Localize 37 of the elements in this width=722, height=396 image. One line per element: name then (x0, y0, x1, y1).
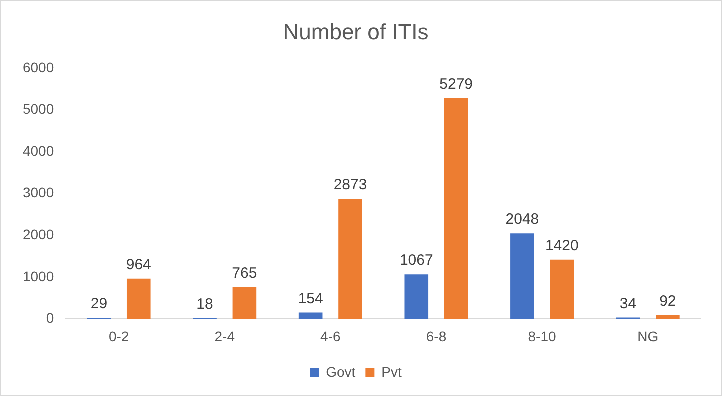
bar (298, 312, 323, 320)
legend-label: Pvt (382, 364, 402, 380)
y-tick-label: 0 (46, 310, 54, 326)
data-label: 1420 (545, 237, 579, 254)
data-label: 1067 (400, 252, 434, 270)
data-label: 29 (90, 296, 108, 313)
data-label: 18 (196, 296, 214, 314)
y-tick-label: 1000 (22, 268, 54, 284)
y-tick-label: 3000 (22, 184, 54, 201)
y-tick-label: 4000 (22, 142, 54, 159)
data-label: 765 (232, 264, 258, 282)
bar (126, 278, 151, 320)
x-tick-label: 0-2 (108, 328, 130, 344)
x-tick-label: 2-4 (214, 328, 236, 344)
y-tick-label: 2000 (22, 226, 54, 242)
bar (550, 260, 574, 320)
data-label: 5279 (440, 76, 474, 94)
y-tick-label: 6000 (22, 59, 54, 76)
data-label: 2873 (334, 176, 368, 194)
bar (338, 199, 362, 320)
data-label: 2048 (506, 211, 540, 228)
x-tick-label: 6-8 (426, 328, 447, 344)
bar (656, 315, 680, 320)
legend-label: Govt (326, 364, 356, 380)
bar (510, 234, 534, 320)
bar (232, 287, 257, 320)
data-label: 34 (620, 295, 637, 312)
x-tick-label: 8-10 (528, 328, 557, 344)
bar (444, 98, 468, 320)
data-label: 154 (298, 290, 324, 308)
data-label: 92 (660, 292, 676, 310)
bar (404, 274, 429, 320)
x-tick-label: NG (638, 328, 659, 344)
chart-title: Number of ITIs (283, 19, 429, 44)
y-tick-label: 5000 (22, 101, 54, 118)
x-tick-label: 4-6 (320, 328, 341, 344)
data-label: 964 (126, 256, 152, 274)
